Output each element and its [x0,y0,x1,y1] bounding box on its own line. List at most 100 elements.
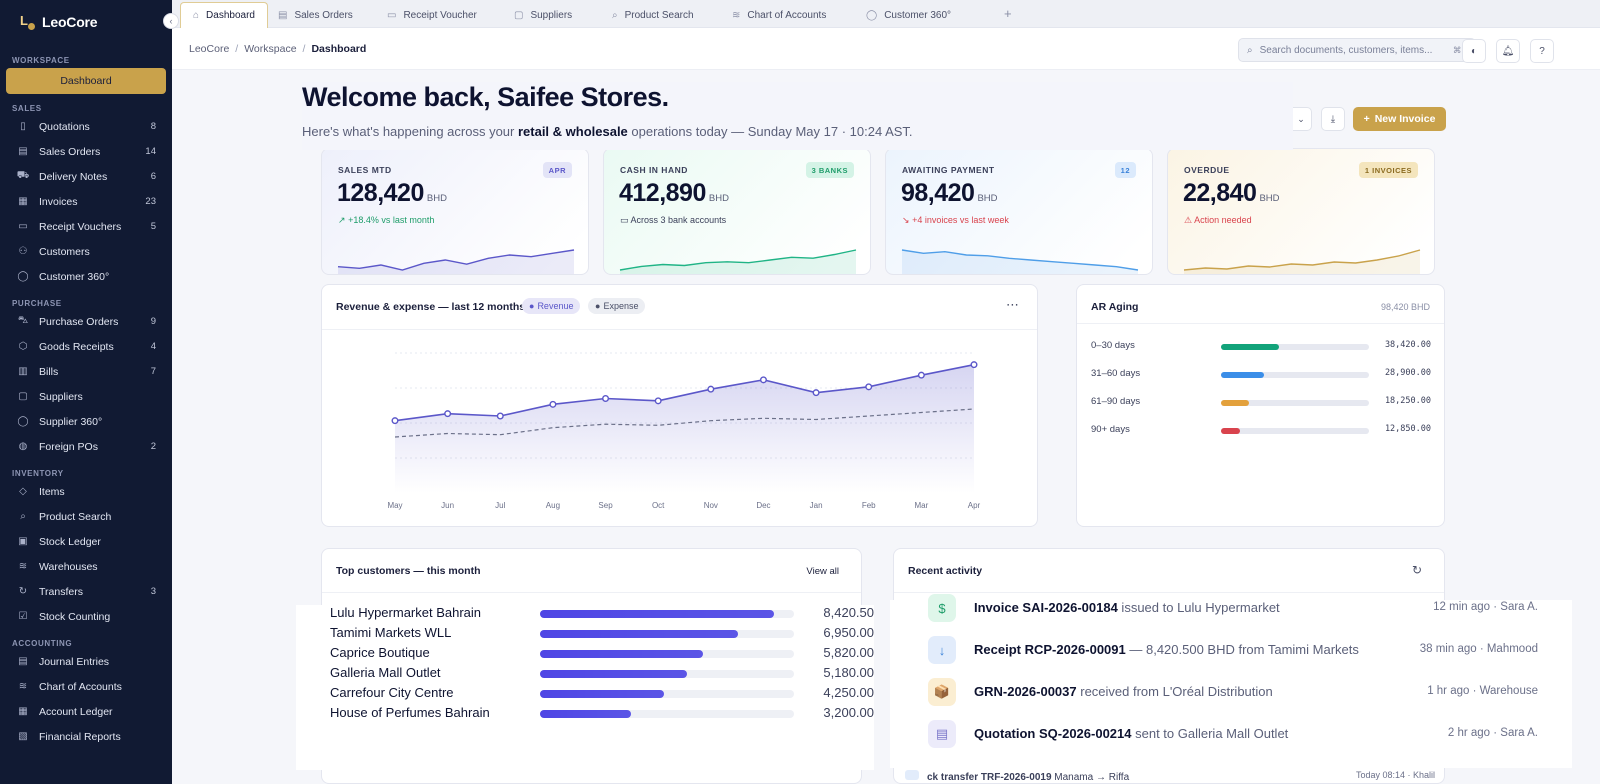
recent-activity-title: Recent activity [908,565,983,577]
tab-chart-of-accounts[interactable]: ≋ Chart of Accounts [732,9,827,21]
sidebar-item-foreign-pos[interactable]: ◍ Foreign POs 2 [0,434,172,459]
theme-icon[interactable]: ◐ [1462,39,1486,63]
layers-icon: ≋ [18,681,28,692]
building-icon: ▢ [18,391,28,402]
customer-row[interactable]: Tamimi Markets WLL 6,950.00 [330,625,874,643]
sidebar-item-receipt-vouchers[interactable]: ▭ Receipt Vouchers 5 [0,214,172,239]
aging-row[interactable]: 61–90 days 18,250.00 [1091,396,1431,410]
x-tick-label: Aug [546,501,560,510]
sidebar-item-customer-360[interactable]: ◯ Customer 360° [17,270,110,283]
aging-row[interactable]: 31–60 days 28,900.00 [1091,368,1431,382]
sidebar-item-quotations[interactable]: ▯ Quotations 8 [0,114,172,139]
transfer-icon [905,770,919,780]
revenue-point [391,417,399,425]
activity-row[interactable]: 📦 GRN-2026-00037 received from L'Oréal Di… [928,678,1548,706]
brand-name: LeoCore [42,14,98,30]
kpi-label: SALES MTD [338,165,392,175]
customer-row[interactable]: Caprice Boutique 5,820.00 [330,645,874,663]
sidebar-item-transfers[interactable]: ↻ Transfers 3 [0,579,172,604]
x-tick-label: Oct [652,501,665,510]
sidebar-item-sales-orders[interactable]: ▤ Sales Orders 14 [0,139,172,164]
sidebar-item-journal-entries[interactable]: ▤ Journal Entries [0,649,172,674]
x-tick-label: Mar [914,501,928,510]
customer-row[interactable]: Galleria Mall Outlet 5,180.00 [330,665,874,683]
customer-row[interactable]: Lulu Hypermarket Bahrain 8,420.50 [330,605,874,623]
customer-value: 6,950.00 [823,625,874,640]
new-invoice-button[interactable]: + New Invoice [1353,107,1446,131]
tab-customer-360[interactable]: ◯ Customer 360° [866,9,952,21]
search-shortcut: ⌘K [1452,44,1467,55]
breadcrumb-workspace[interactable]: Workspace [244,43,297,55]
sidebar-item-financial-reports[interactable]: ▧ Financial Reports [0,724,172,749]
x-tick-label: Dec [756,501,770,510]
sidebar-item-stock-counting[interactable]: ☑ Stock Counting [0,604,172,629]
sidebar-count: 6 [150,171,156,182]
search-input[interactable]: ⌕ Search documents, customers, items... … [1238,38,1476,62]
sidebar-section-workspace: WORKSPACE [12,56,70,65]
tab-suppliers[interactable]: ▢ Suppliers [514,9,573,21]
sidebar: L LeoCore WORKSPACE Dashboard SALES ▯ Quotat… [0,0,172,784]
refresh-icon[interactable]: ↻ [1411,563,1422,577]
kpi-badge: 3 BANKS [805,162,854,178]
sidebar-item-account-ledger[interactable]: ▦ Account Ledger [0,699,172,724]
sidebar-item-items[interactable]: ◇ Items [0,479,172,504]
revenue-area [395,364,974,493]
customer-row[interactable]: Carrefour City Centre 4,250.00 [330,685,874,703]
tag-icon: ◇ [19,486,27,497]
sidebar-item-dashboard[interactable]: Dashboard [6,68,166,94]
sidebar-item-delivery-notes[interactable]: ⛟ Delivery Notes 6 [16,170,156,183]
sidebar-count: 7 [150,366,156,377]
sidebar-item-customers[interactable]: ⚇ Customers [0,239,172,264]
legend-expense[interactable]: ● Expense [588,298,646,314]
clipboard-icon: ▤ [18,146,28,157]
period-dropdown-button[interactable]: ⌄ [1290,107,1312,131]
more-options-icon[interactable]: ⋯ [1006,297,1019,312]
search-placeholder: Search documents, customers, items... [1259,44,1433,56]
sidebar-count: 8 [150,121,156,132]
x-tick-label: Apr [968,501,981,510]
kpi-label: CASH IN HAND [620,165,688,175]
download-button[interactable]: ⤓ [1321,107,1345,131]
sidebar-item-bills[interactable]: ▥ Bills 7 [0,359,172,384]
activity-row[interactable]: ▤ Quotation SQ-2026-00214 sent to Galleri… [928,720,1548,748]
tab-product-search[interactable]: ⌕ Product Search [612,9,694,21]
sidebar-item-product-search[interactable]: ⌕ Product Search [0,504,172,529]
tab-bar: ⌂ Dashboard ▤ Sales Orders ▭ Receipt Voucher ▢… [172,0,1600,28]
brand-logo[interactable]: L LeoCore [0,0,172,44]
kpi-value: 412,890 BHD [619,179,729,207]
ar-aging-title: AR Aging [1091,301,1139,313]
bell-icon[interactable]: 🔔︎ [1496,39,1520,63]
sidebar-item-goods-receipts[interactable]: ⬡ Goods Receipts 4 [0,334,172,359]
sidebar-section-accounting: ACCOUNTING [12,639,73,648]
aging-row[interactable]: 0–30 days 38,420.00 [1091,340,1431,354]
x-tick-label: Jan [810,501,823,510]
activity-row[interactable]: ↓ Receipt RCP-2026-00091 — 8,420.500 BHD … [928,636,1548,664]
breadcrumb-root[interactable]: LeoCore [189,43,230,55]
tab-receipt-voucher[interactable]: ▭ Receipt Voucher [387,9,477,21]
tab-sales-orders[interactable]: ▤ Sales Orders [278,9,353,21]
receipt-icon: ▭ [387,9,397,21]
tab-dashboard[interactable]: ⌂ Dashboard [180,2,268,28]
kpi-card-awaiting-payment[interactable]: AWAITING PAYMENT 12 98,420 BHD ↘ +4 invoices… [885,148,1153,275]
sidebar-collapse-icon[interactable]: ‹ [163,13,179,29]
activity-row-peek[interactable]: ck transfer TRF-2026-0019 Manama → Riffa… [905,770,1445,784]
help-icon[interactable]: ? [1530,39,1554,63]
activity-row[interactable]: $ Invoice SAI-2026-00184 issued to Lulu H… [928,594,1548,622]
sidebar-item-suppliers[interactable]: ▢ Suppliers [0,384,172,409]
sidebar-item-purchase-orders[interactable]: ⛍ Purchase Orders 9 [17,315,156,328]
kpi-card-overdue[interactable]: OVERDUE 1 INVOICES 22,840 BHD ⚠ Action neede… [1167,148,1435,275]
sidebar-item-warehouses[interactable]: ≋ Warehouses [0,554,172,579]
sidebar-item-chart-of-accounts[interactable]: ≋ Chart of Accounts [0,674,172,699]
arrow-down-icon: ↓ [928,636,956,664]
aging-row[interactable]: 90+ days 12,850.00 [1091,424,1431,438]
sidebar-item-supplier-360[interactable]: ◯ Supplier 360° [17,415,103,428]
customer-row[interactable]: House of Perfumes Bahrain 3,200.00 [330,705,874,723]
view-all-link[interactable]: View all [806,566,839,577]
sidebar-item-invoices[interactable]: ▦ Invoices 23 [0,189,172,214]
add-tab-button[interactable]: + [1004,6,1012,21]
kpi-card-sales-mtd[interactable]: SALES MTD APR 128,420 BHD ↗ +18.4% vs last m… [321,148,589,275]
legend-revenue[interactable]: ● Revenue [522,298,581,314]
revenue-chart: May Jun Jul Aug Sep Oct Nov Dec Jan Feb Mar Apr [387,352,981,510]
kpi-card-cash-in-hand[interactable]: CASH IN HAND 3 BANKS 412,890 BHD ▭ Across 3 … [603,148,871,275]
sidebar-item-stock-ledger[interactable]: ▣ Stock Ledger [0,529,172,554]
